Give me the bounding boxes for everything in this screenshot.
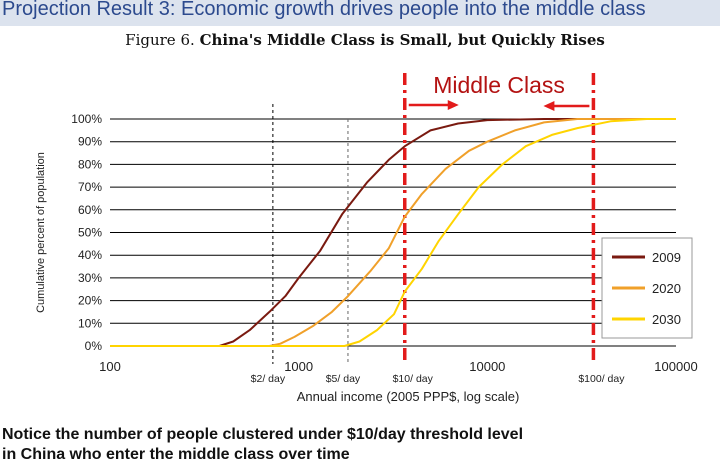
- middle-class-label: Middle Class: [433, 72, 565, 98]
- y-tick-label: 40%: [78, 248, 102, 262]
- threshold-label: $100/ day: [578, 373, 625, 385]
- slide-header-text: Projection Result 3: Economic growth dri…: [2, 0, 646, 20]
- notice-line-2: in China who enter the middle class over…: [2, 446, 350, 463]
- threshold-label: $2/ day: [251, 373, 286, 385]
- y-tick-label: 70%: [78, 180, 102, 194]
- middle-class-arrowhead-right: [447, 100, 459, 110]
- y-tick-label: 100%: [71, 112, 102, 126]
- x-tick-label: 10000: [469, 359, 505, 374]
- y-tick-label: 0%: [85, 339, 103, 353]
- middle-class-chart: 0% 10% 20% 30% 40% 50% 60% 70% 80% 90% 100% 100 1000…: [35, 72, 698, 404]
- legend-label-2030: 2030: [652, 312, 681, 327]
- y-tick-label: 80%: [78, 157, 102, 171]
- slide-header: Projection Result 3: Economic growth dri…: [0, 0, 720, 26]
- y-tick-label: 50%: [78, 226, 102, 240]
- notice-line-1: Notice the number of people clustered un…: [2, 426, 524, 443]
- notice-text: Notice the number of people clustered un…: [2, 425, 702, 465]
- legend-label-2020: 2020: [652, 281, 681, 296]
- y-tick-label: 30%: [78, 271, 102, 285]
- figure-title: Figure 6. China's Middle Class is Small,…: [0, 31, 720, 49]
- figure-title-text: China's Middle Class is Small, but Quick…: [199, 31, 605, 49]
- x-tick-label: 100: [99, 359, 121, 374]
- x-tick-label: 100000: [654, 359, 697, 374]
- series-line-2009: [110, 118, 676, 347]
- y-axis-title: Cumulative percent of population: [35, 152, 47, 313]
- y-tick-label: 90%: [78, 135, 102, 149]
- y-tick-label: 60%: [78, 203, 102, 217]
- series-line-2020: [110, 118, 676, 347]
- y-tick-label: 10%: [78, 316, 102, 330]
- x-tick-label: 1000: [284, 359, 313, 374]
- threshold-label: $10/ day: [393, 373, 434, 385]
- figure-label: Figure 6.: [125, 31, 195, 49]
- middle-class-arrowhead-left: [543, 101, 555, 111]
- series-line-2030: [110, 118, 676, 347]
- threshold-label: $5/ day: [326, 373, 361, 385]
- legend-label-2009: 2009: [652, 250, 681, 265]
- x-axis-title: Annual income (2005 PPP$, log scale): [297, 389, 520, 404]
- y-tick-label: 20%: [78, 294, 102, 308]
